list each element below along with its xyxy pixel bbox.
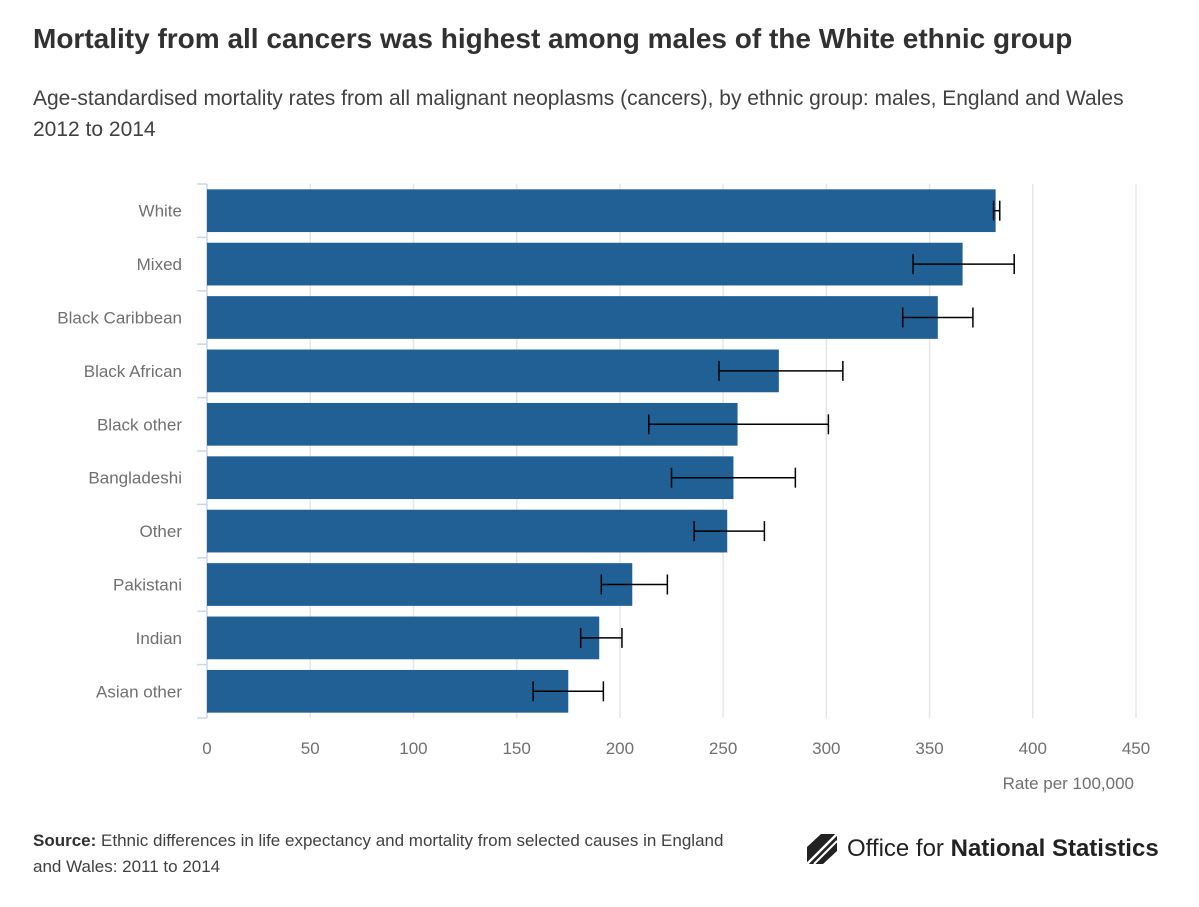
logo-text-bold: National Statistics	[950, 835, 1159, 862]
x-tick-label-0: 0	[202, 739, 211, 758]
chart-title: Mortality from all cancers was highest a…	[33, 23, 1073, 54]
source-text: Ethnic differences in life expectancy an…	[33, 831, 724, 876]
bars	[207, 189, 996, 713]
x-tick-label-250: 250	[709, 739, 737, 758]
bar-indian	[207, 616, 600, 660]
category-label-white: White	[139, 202, 182, 221]
x-tick-label-350: 350	[915, 739, 943, 758]
x-tick-label-100: 100	[399, 739, 427, 758]
bar-other	[207, 509, 728, 553]
bar-asian-other	[207, 669, 569, 713]
category-label-asian-other: Asian other	[96, 682, 182, 701]
category-label-indian: Indian	[136, 629, 182, 648]
x-tick-label-50: 50	[301, 739, 320, 758]
ons-logo: Office for National Statistics	[805, 833, 1159, 865]
x-axis-title: Rate per 100,000	[1003, 774, 1134, 793]
category-label-pakistani: Pakistani	[113, 576, 182, 595]
category-label-black-caribbean: Black Caribbean	[57, 309, 182, 328]
error-bars	[532, 200, 1015, 702]
error-bar-black-other	[648, 414, 830, 435]
error-bar-indian	[579, 627, 623, 648]
error-bar-asian-other	[532, 681, 605, 702]
error-bar-pakistani	[600, 574, 669, 595]
x-tick-label-200: 200	[606, 739, 634, 758]
bar-chart: White Mixed Black Caribbean Black African Bl…	[57, 183, 1150, 793]
bar-mixed	[207, 242, 963, 286]
x-tick-labels: 0 50 100 150 200 250 300 350 400 450	[202, 739, 1150, 758]
error-bar-black-caribbean	[901, 307, 974, 328]
error-bar-black-african	[718, 360, 844, 381]
category-label-mixed: Mixed	[137, 255, 182, 274]
bar-black-caribbean	[207, 296, 938, 339]
x-tick-label-300: 300	[812, 739, 840, 758]
bar-black-african	[207, 349, 779, 393]
error-bar-white	[992, 200, 1001, 221]
x-tick-label-450: 450	[1122, 739, 1150, 758]
x-tick-label-400: 400	[1019, 739, 1047, 758]
error-bar-bangladeshi	[670, 467, 797, 488]
source-label: Source:	[33, 831, 97, 850]
category-label-black-other: Black other	[97, 415, 182, 434]
bar-white	[207, 189, 996, 233]
bar-bangladeshi	[207, 456, 734, 500]
category-label-other: Other	[139, 522, 182, 541]
category-label-bangladeshi: Bangladeshi	[88, 469, 182, 488]
source-note: Source: Ethnic differences in life expec…	[33, 828, 733, 880]
category-labels: White Mixed Black Caribbean Black African Bl…	[57, 202, 182, 702]
bar-pakistani	[207, 563, 633, 606]
logo-text-regular: Office for	[847, 835, 944, 862]
error-bar-other	[693, 521, 766, 542]
chart-subtitle: Age-standardised mortality rates from al…	[33, 87, 1124, 141]
ons-logo-icon	[806, 833, 838, 865]
error-bar-mixed	[912, 254, 1015, 275]
x-tick-label-150: 150	[502, 739, 530, 758]
category-label-black-african: Black African	[84, 362, 182, 381]
